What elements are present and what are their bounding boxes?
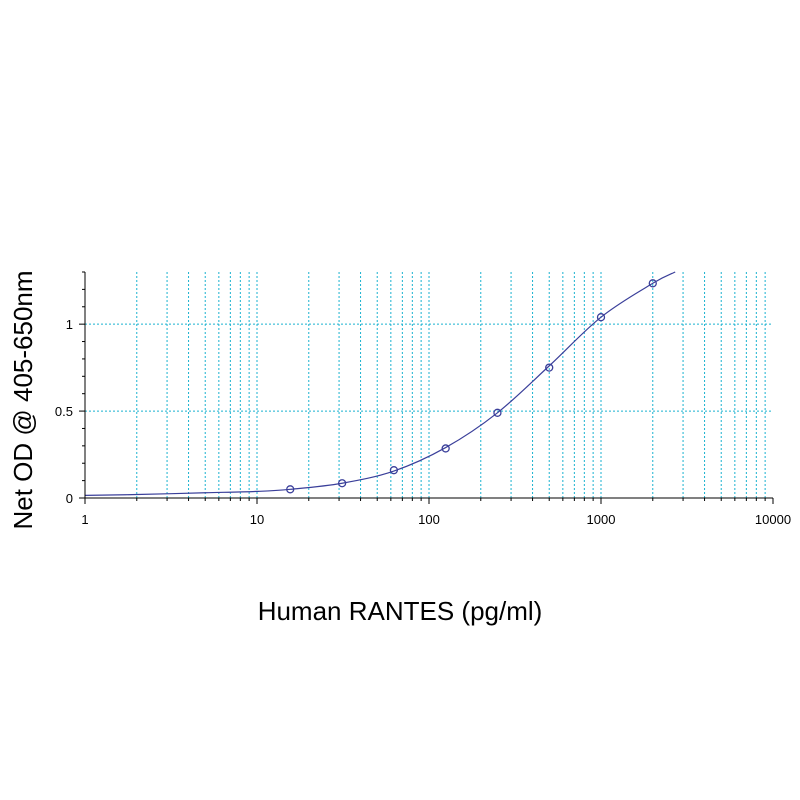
- axes: [79, 271, 774, 504]
- data-point: [337, 479, 347, 488]
- data-point: [648, 279, 657, 288]
- x-tick-label: 1000: [587, 512, 616, 527]
- data-point: [596, 313, 606, 322]
- x-tick-labels: 1 10 100 1000 10000: [81, 512, 791, 527]
- y-tick-label: 0.5: [55, 404, 73, 419]
- data-point: [493, 408, 502, 417]
- y-tick-label: 0: [66, 491, 73, 506]
- fit-curve-layer: [84, 271, 676, 496]
- data-point: [545, 363, 554, 372]
- fit-curve-line: [84, 271, 676, 496]
- data-points-layer: [286, 279, 657, 494]
- x-axis-title: Human RANTES (pg/ml): [258, 596, 543, 626]
- data-point: [441, 444, 450, 453]
- grid-lines: [85, 272, 773, 498]
- data-point: [286, 485, 295, 494]
- x-tick-label: 100: [418, 512, 440, 527]
- x-tick-label: 10: [250, 512, 264, 527]
- y-tick-labels: 00.51: [55, 317, 73, 506]
- x-tick-label: 1: [81, 512, 88, 527]
- y-tick-label: 1: [66, 317, 73, 332]
- x-tick-label: 10000: [755, 512, 791, 527]
- data-point: [389, 466, 399, 475]
- y-axis-title: Net OD @ 405-650nm: [8, 270, 38, 529]
